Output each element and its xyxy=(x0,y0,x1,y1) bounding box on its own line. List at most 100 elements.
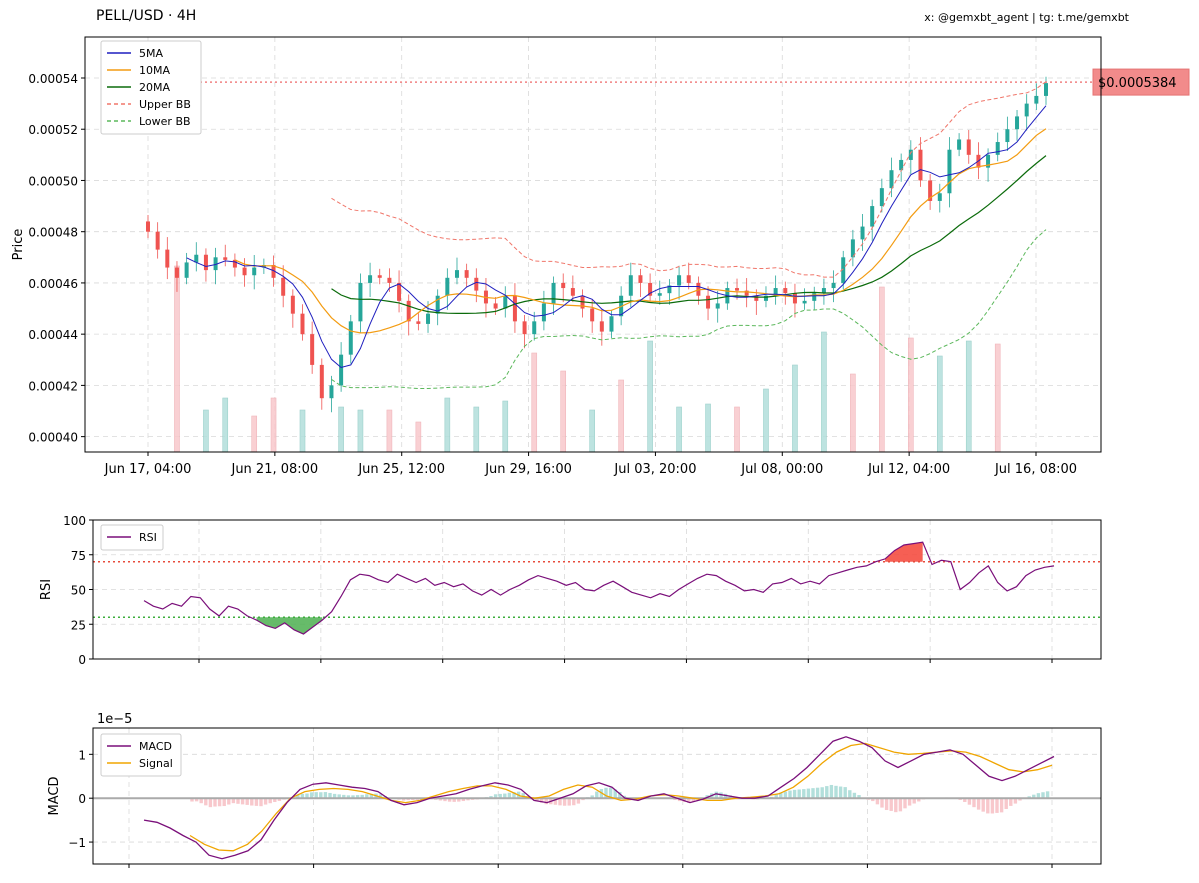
macd-histogram-bar xyxy=(240,798,245,805)
x-tick-label: Jun 25, 12:00 xyxy=(357,462,445,477)
macd-histogram-bar xyxy=(337,794,341,799)
macd-histogram-bar xyxy=(208,798,213,808)
macd-histogram-bar xyxy=(498,793,502,799)
candle-body xyxy=(735,288,740,291)
ma5-line xyxy=(186,105,1047,369)
macd-histogram-bar xyxy=(613,789,617,799)
macd-histogram-bar xyxy=(263,798,268,805)
y-tick-label: 25 xyxy=(71,618,86,632)
candle-body xyxy=(406,300,411,322)
macd-histogram-bar xyxy=(797,789,801,799)
macd-histogram-bar xyxy=(811,788,815,799)
volume-bar xyxy=(821,331,827,453)
candle-body xyxy=(966,139,971,155)
candle-body xyxy=(242,267,247,276)
candle-body xyxy=(561,282,566,289)
volume-bar xyxy=(415,421,422,453)
macd-histogram-bar xyxy=(365,794,369,799)
y-tick-label: 0.00052 xyxy=(28,123,78,137)
candle-body xyxy=(744,290,749,296)
macd-histogram-bar xyxy=(972,798,976,808)
legend-label: 10MA xyxy=(139,64,170,77)
macd-panel: −1 0 1 1e−5 MACD MACD Signal xyxy=(47,712,1102,868)
candle-body xyxy=(821,288,826,294)
candle-body xyxy=(986,154,991,168)
macd-histogram-bar xyxy=(204,798,208,806)
plot-frame xyxy=(84,36,1102,453)
legend-box xyxy=(100,524,164,551)
macd-histogram-bar xyxy=(963,798,967,802)
macd-histogram-bar xyxy=(521,793,525,799)
candle-body xyxy=(638,275,643,283)
macd-histogram-bar xyxy=(314,792,318,799)
macd-histogram-bar xyxy=(687,798,691,803)
macd-histogram-bar xyxy=(1004,798,1008,809)
candle-body xyxy=(368,275,373,283)
volume-bar xyxy=(531,352,538,453)
macd-histogram-bar xyxy=(986,798,990,814)
macd-histogram-bar xyxy=(884,798,889,811)
legend-label: MACD xyxy=(139,740,172,753)
candle-body xyxy=(435,295,440,314)
y-tick-label: 75 xyxy=(71,549,86,563)
y-tick-label: −1 xyxy=(68,836,86,850)
candle-body xyxy=(812,293,817,301)
x-tick-label: Jul 08, 00:00 xyxy=(740,462,823,477)
candle-body xyxy=(203,254,208,271)
candle-body xyxy=(493,303,498,309)
volume-bar xyxy=(222,397,229,453)
macd-histogram-bar xyxy=(774,794,778,799)
candle-body xyxy=(213,257,218,271)
candle-body xyxy=(609,316,614,332)
rsi-line xyxy=(143,541,1055,635)
candle-body xyxy=(841,257,846,283)
macd-histogram-bar xyxy=(838,786,843,799)
candle-body xyxy=(503,295,508,309)
macd-histogram-bar xyxy=(802,789,806,799)
volume-bar xyxy=(994,343,1001,453)
macd-histogram-bar xyxy=(889,798,893,811)
candle-body xyxy=(512,295,517,322)
candle-body xyxy=(706,295,711,309)
candle-body xyxy=(783,288,788,294)
macd-histogram-bar xyxy=(562,798,567,806)
candle-body xyxy=(957,139,962,150)
macd-histogram-bar xyxy=(273,798,277,802)
volume-bar xyxy=(338,406,344,453)
macd-histogram-bar xyxy=(608,787,613,799)
candle-body xyxy=(850,239,855,258)
candle-body xyxy=(1034,95,1039,104)
candle-body xyxy=(551,282,556,304)
macd-histogram-bar xyxy=(567,798,571,806)
legend-label: RSI xyxy=(139,531,157,544)
macd-histogram-bar xyxy=(277,798,282,801)
macd-histogram-bar xyxy=(309,792,314,799)
macd-histogram-bar xyxy=(995,798,999,813)
volume-bar xyxy=(676,406,682,453)
macd-histogram-bar xyxy=(815,787,820,799)
upper-bb-line xyxy=(331,81,1047,278)
x-tick-label: Jul 16, 08:00 xyxy=(994,462,1077,477)
macd-histogram-bar xyxy=(1018,798,1022,801)
candle-body xyxy=(754,295,759,301)
macd-histogram-bar xyxy=(912,798,916,804)
y-axis-label: MACD xyxy=(47,777,62,816)
candle-body xyxy=(174,267,179,278)
macd-histogram-bar xyxy=(452,798,456,802)
rsi-panel: 0 25 50 75 100 RSI RSI xyxy=(39,514,1102,667)
candle-body xyxy=(937,193,942,201)
ma20-line xyxy=(331,155,1047,314)
macd-histogram-bar xyxy=(848,790,852,799)
volume-bar xyxy=(473,406,480,453)
volume-bar xyxy=(792,364,798,453)
candle-body xyxy=(947,149,952,194)
macd-histogram-bar xyxy=(599,789,604,799)
macd-histogram-bar xyxy=(268,798,272,804)
x-tick-label: Jun 29, 16:00 xyxy=(484,462,572,477)
macd-histogram-bar xyxy=(199,798,203,804)
macd-histogram-bar xyxy=(535,798,539,802)
candle-body xyxy=(648,282,653,296)
macd-histogram-bar xyxy=(227,798,231,805)
candle-body xyxy=(889,170,894,189)
